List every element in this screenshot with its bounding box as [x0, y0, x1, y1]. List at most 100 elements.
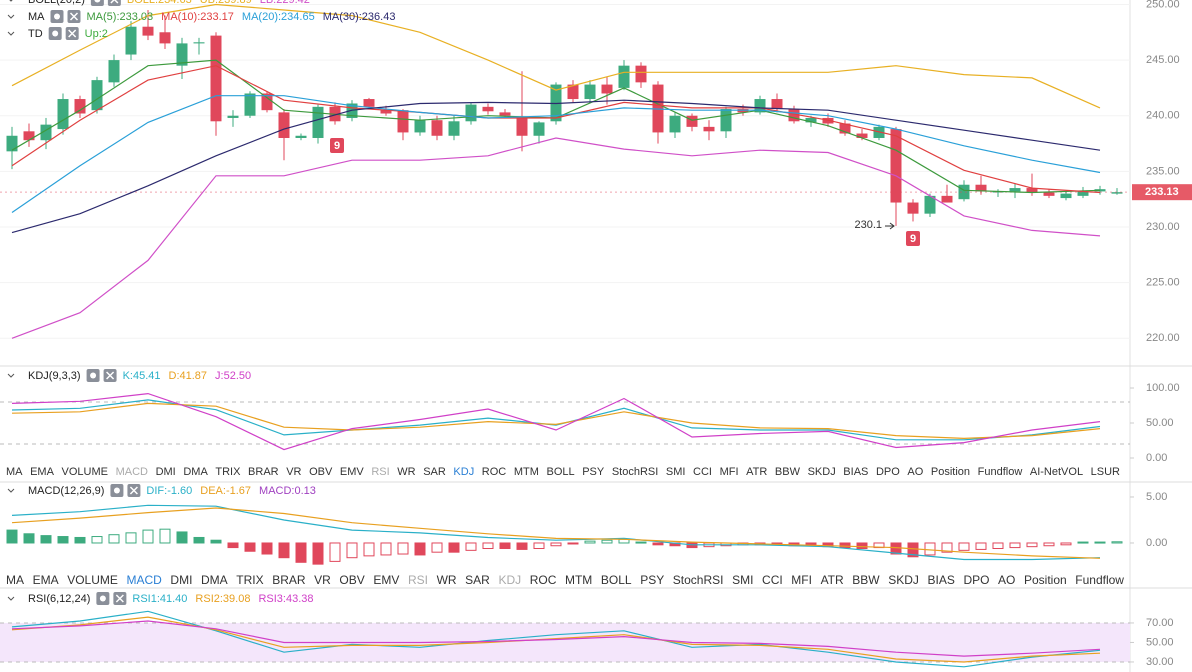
indicator-tab[interactable]: CCI	[762, 573, 783, 587]
indicator-tab[interactable]: RSI	[407, 573, 428, 587]
indicator-tab[interactable]: DMA	[201, 573, 228, 587]
indicator-tab[interactable]: DMA	[183, 466, 208, 478]
indicator-tab[interactable]: OBV	[339, 573, 365, 587]
candle-body	[261, 93, 273, 111]
td-badge	[906, 231, 920, 246]
indicator-tab[interactable]: AO	[998, 573, 1016, 587]
indicator-tab[interactable]: SKDJ	[807, 466, 836, 478]
indicator-tab[interactable]: TRIX	[236, 573, 264, 587]
indicator-tab[interactable]: StochRSI	[672, 573, 724, 587]
indicator-tab[interactable]: SMI	[665, 466, 686, 478]
macd-bar	[74, 536, 86, 544]
legend-item: J:52.50	[215, 370, 251, 382]
indicator-tab[interactable]: ROC	[529, 573, 557, 587]
indicator-tab[interactable]: ROC	[481, 466, 507, 478]
indicator-tab[interactable]: VOLUME	[67, 573, 118, 587]
indicator-tab[interactable]: BIAS	[927, 573, 955, 587]
macd-bar	[414, 542, 426, 556]
indicator-tab[interactable]: BIAS	[843, 466, 869, 478]
indicator-tab[interactable]: Position	[930, 466, 971, 478]
y-tick-label: 5.00	[1146, 491, 1167, 503]
collapse-caret	[7, 14, 15, 19]
indicator-tab[interactable]: KDJ	[498, 573, 522, 587]
indicator-line	[11, 392, 1101, 451]
candle-body	[465, 104, 477, 122]
candle-body	[278, 112, 290, 138]
legend-item: MA(10):233.17	[161, 11, 234, 23]
indicator-tab[interactable]: DMI	[170, 573, 193, 587]
candle-body	[1043, 192, 1055, 196]
last-price-tag	[1132, 184, 1192, 201]
y-tick-label: 250.00	[1146, 0, 1180, 10]
indicator-tab[interactable]: SAR	[423, 466, 446, 478]
candle-body	[414, 120, 426, 133]
legend-item: UB:239.89	[200, 0, 252, 6]
indicator-tab[interactable]: LSUR	[1090, 466, 1120, 478]
indicator-tab[interactable]: PSY	[640, 573, 665, 587]
y-tick-label: 50.00	[1146, 636, 1174, 648]
indicator-tab[interactable]: RSI	[371, 466, 390, 478]
indicator-tab[interactable]: Fundflow	[1075, 573, 1124, 587]
candle-body	[363, 99, 375, 107]
settings-icon-dot	[54, 13, 60, 20]
indicator-tab[interactable]: VOLUME	[61, 466, 108, 478]
indicator-tab[interactable]: MA	[6, 466, 23, 478]
indicator-tab[interactable]: BOLL	[600, 573, 632, 587]
candle-body	[941, 195, 953, 203]
td-count: 9	[910, 233, 916, 245]
indicator-tab[interactable]: WR	[397, 466, 416, 478]
indicator-tab[interactable]: MTM	[513, 466, 539, 478]
indicator-tab[interactable]: BBW	[852, 573, 880, 587]
indicator-tab[interactable]: Position	[1023, 573, 1067, 587]
indicator-tab[interactable]: MACD	[115, 466, 148, 478]
indicator-tab[interactable]: StochRSI	[611, 466, 659, 478]
indicator-tab[interactable]: DMI	[155, 466, 176, 478]
indicator-tab[interactable]: EMA	[30, 466, 54, 478]
candle-body	[380, 110, 392, 114]
indicator-tab[interactable]: Fundflow	[977, 466, 1023, 478]
indicator-tab[interactable]: VR	[286, 466, 302, 478]
collapse-caret	[7, 488, 15, 493]
indicator-tab[interactable]: VR	[314, 573, 331, 587]
indicator-tab[interactable]: WR	[436, 573, 457, 587]
y-tick-label: 220.00	[1146, 332, 1180, 344]
indicator-line	[11, 399, 1101, 441]
indicator-tab[interactable]: EMV	[339, 466, 364, 478]
indicator-tab[interactable]: BRAR	[248, 466, 279, 478]
candle-body	[482, 106, 494, 112]
candle-body	[227, 115, 239, 118]
indicator-tab[interactable]: MTM	[564, 573, 593, 587]
macd-bar	[329, 542, 341, 562]
indicator-tab[interactable]: PSY	[582, 466, 605, 478]
candle-body	[74, 99, 86, 114]
macd-bar	[431, 542, 443, 553]
indicator-tab[interactable]: MFI	[791, 573, 812, 587]
indicator-tab[interactable]: MA	[6, 573, 24, 587]
legend-item: BOLL:234.63	[127, 0, 192, 6]
indicator-tab[interactable]: MACD	[126, 573, 162, 587]
indicator-tab[interactable]: SKDJ	[888, 573, 919, 587]
indicator-tab[interactable]: ATR	[820, 573, 844, 587]
candle-body	[159, 32, 171, 44]
indicator-tab[interactable]: MFI	[719, 466, 739, 478]
indicator-tab[interactable]: DPO	[875, 466, 900, 478]
indicator-tab[interactable]: ATR	[746, 466, 768, 478]
legend-item: RSI3:43.38	[258, 593, 313, 605]
indicator-tab[interactable]: OBV	[309, 466, 333, 478]
indicator-tab[interactable]: BOLL	[546, 466, 575, 478]
indicator-tab[interactable]: BRAR	[272, 573, 306, 587]
indicator-tab[interactable]: SMI	[732, 573, 754, 587]
indicator-tab[interactable]: AI-NetVOL	[1029, 466, 1084, 478]
indicator-tab[interactable]: DPO	[963, 573, 990, 587]
close-icon-cross	[115, 594, 124, 603]
indicator-tab[interactable]: AO	[907, 466, 924, 478]
macd-bar	[1077, 541, 1089, 544]
close-icon-cross	[129, 486, 138, 495]
indicator-tab[interactable]: SAR	[465, 573, 490, 587]
indicator-tab[interactable]: CCI	[693, 466, 712, 478]
indicator-tab[interactable]: TRIX	[215, 466, 241, 478]
indicator-tab[interactable]: BBW	[774, 466, 800, 478]
indicator-tab[interactable]: EMV	[373, 573, 400, 587]
indicator-tab[interactable]: EMA	[32, 573, 59, 587]
indicator-tab[interactable]: KDJ	[453, 466, 475, 478]
